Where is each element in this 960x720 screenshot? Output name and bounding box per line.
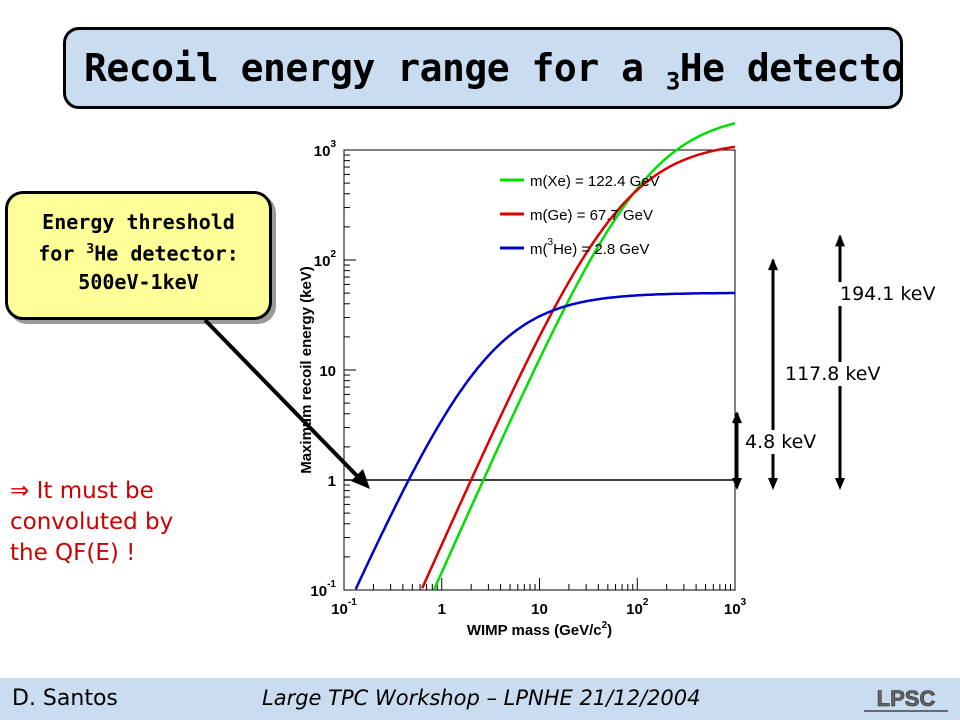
series-line-1 <box>421 145 736 589</box>
title-banner: Recoil energy range for a 3He detector <box>63 27 903 109</box>
range-arrow-tail-1 <box>768 478 778 490</box>
range-label-2: 4.8 keV <box>745 431 816 453</box>
legend-label-0: m(Xe) = 122.4 GeV <box>530 173 660 190</box>
note-line-2: convoluted by <box>10 509 174 535</box>
threshold-callout: Energy threshold for 3He detector: 500eV… <box>5 191 272 320</box>
y-tick-label: 1 <box>328 473 336 490</box>
range-arrow-head-0 <box>835 234 845 247</box>
legend-label-1: m(Ge) = 67.7 GeV <box>530 207 653 224</box>
series-line-0 <box>432 122 736 591</box>
note-line-1: ⇒ It must be <box>10 478 154 504</box>
x-axis-label: WIMP mass (GeV/c2) <box>467 620 612 639</box>
y-tick-label: 10 <box>319 363 336 380</box>
range-label-bg-1 <box>782 362 887 386</box>
range-label-bg-0 <box>837 282 942 306</box>
callout-pointer-arrow <box>203 318 364 483</box>
range-label-1: 117.8 keV <box>785 363 880 385</box>
series-line-2 <box>354 291 735 590</box>
range-arrow-head-1 <box>768 258 778 271</box>
callout-line-2: for 3He detector: <box>38 241 239 266</box>
recoil-energy-chart: 10-1 1 10 102 103 10-1 1 10 102 103 WIMP mass (GeV… <box>203 122 942 639</box>
footer-author: D. Santos <box>12 686 118 711</box>
x-tick-label: 102 <box>626 597 649 618</box>
range-arrow-tail-2 <box>732 478 742 490</box>
slide-title: Recoil energy range for a 3He detector <box>84 46 903 96</box>
range-arrow-tail-0 <box>835 478 845 490</box>
footer-conference: Large TPC Workshop – LPNHE 21/12/2004 <box>262 686 701 710</box>
lpsc-logo: LPSC <box>864 686 948 712</box>
qf-note: ⇒ It must be convoluted by the QF(E) ! <box>10 476 240 569</box>
footer-bar: D. Santos Large TPC Workshop – LPNHE 21/… <box>0 678 960 720</box>
legend-label-2: m(3He) = 2.8 GeV <box>530 237 649 258</box>
callout-line-3: 500eV-1keV <box>78 269 199 294</box>
y-axis-label: Maximum recoil energy (keV) <box>298 266 315 474</box>
y-tick-label: 102 <box>314 249 337 270</box>
x-tick-label: 103 <box>724 597 747 618</box>
range-arrow-head-2 <box>732 411 742 424</box>
callout-line-1: Energy threshold <box>42 210 235 234</box>
x-tick-label: 10 <box>531 601 548 618</box>
callout-pointer-arrowhead <box>351 469 370 489</box>
note-line-3: the QF(E) ! <box>10 540 136 566</box>
x-tick-label: 1 <box>438 601 446 618</box>
y-tick-label: 10-1 <box>310 579 336 600</box>
y-tick-label: 103 <box>314 139 337 160</box>
range-label-bg-2 <box>742 430 825 454</box>
x-tick-label: 10-1 <box>331 597 357 618</box>
svg-text:LPSC: LPSC <box>877 686 936 711</box>
range-label-0: 194.1 keV <box>840 283 935 305</box>
